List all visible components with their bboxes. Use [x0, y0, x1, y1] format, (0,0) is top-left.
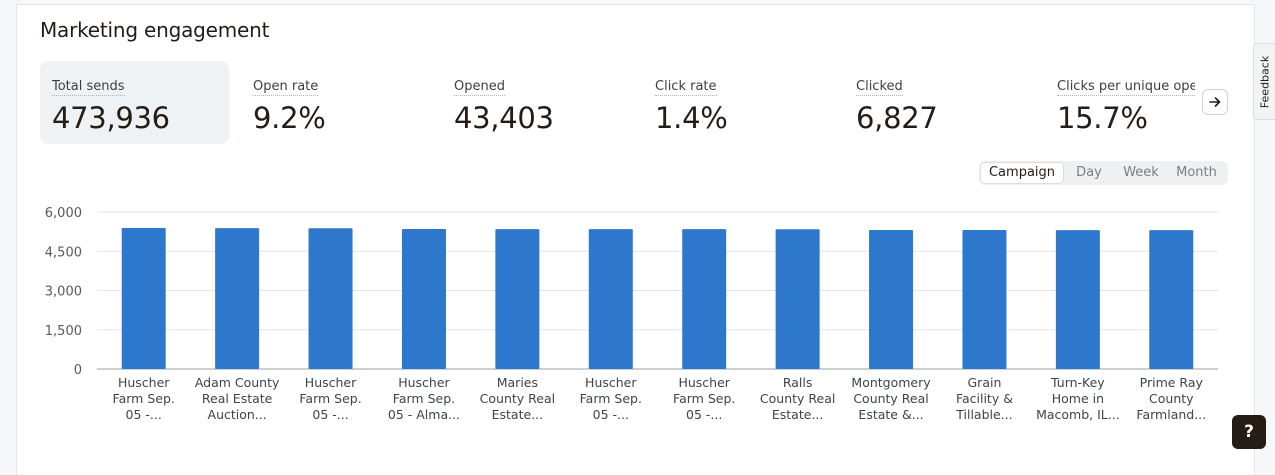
bar[interactable]	[775, 229, 820, 369]
section-title: Marketing engagement	[40, 18, 270, 42]
period-toggle: Campaign Day Week Month	[979, 161, 1228, 185]
metric-open-rate[interactable]: Open rate 9.2%	[241, 61, 430, 144]
engagement-bar-chart: 6,000 4,500 3,000 1,500 0 Huscher Farm Sep. 05 …	[45, 206, 1218, 422]
metric-value: 473,936	[52, 101, 170, 135]
x-tick-label: Ralls County Real Estate...	[760, 375, 835, 422]
y-tick-label: 6,000	[45, 206, 82, 221]
metric-label: Clicked	[856, 79, 903, 96]
y-tick-label: 4,500	[45, 245, 82, 260]
metric-value: 1.4%	[655, 101, 728, 135]
bar[interactable]	[588, 229, 633, 369]
metric-clicked[interactable]: Clicked 6,827	[844, 61, 1033, 144]
bar[interactable]	[401, 229, 446, 369]
metric-value: 43,403	[454, 101, 554, 135]
metric-label: Clicks per unique opens	[1057, 79, 1195, 96]
metric-clicks-per-unique-opens[interactable]: Clicks per unique opens 15.7%	[1045, 61, 1195, 144]
bar[interactable]	[121, 227, 166, 369]
x-tick-label: Huscher Farm Sep. 05 -...	[113, 375, 175, 422]
x-tick-label: Huscher Farm Sep. 05 -...	[580, 375, 642, 422]
metric-label: Open rate	[253, 79, 319, 96]
bar[interactable]	[1149, 230, 1194, 369]
period-month[interactable]: Month	[1176, 165, 1217, 180]
feedback-tab[interactable]: Feedback	[1253, 43, 1275, 120]
x-tick-label: Huscher Farm Sep. 05 -...	[299, 375, 361, 422]
feedback-label: Feedback	[1258, 55, 1271, 108]
bar[interactable]	[869, 230, 914, 369]
period-campaign[interactable]: Campaign	[981, 163, 1063, 183]
metric-label: Click rate	[655, 79, 717, 96]
x-tick-label: Huscher Farm Sep. 05 - Alma...	[388, 375, 460, 422]
help-icon: ?	[1244, 422, 1254, 442]
metric-value: 9.2%	[253, 101, 326, 135]
x-tick-label: Turn-Key Home in Macomb, IL...	[1036, 375, 1120, 422]
bar[interactable]	[495, 229, 540, 369]
next-metrics-button[interactable]	[1202, 89, 1228, 115]
metric-click-rate[interactable]: Click rate 1.4%	[643, 61, 832, 144]
x-tick-label: Montgomery County Real Estate &...	[851, 375, 931, 422]
period-week[interactable]: Week	[1123, 165, 1159, 180]
help-button[interactable]: ?	[1232, 415, 1266, 449]
metric-value: 15.7%	[1057, 101, 1148, 135]
period-day[interactable]: Day	[1076, 165, 1102, 180]
bar[interactable]	[682, 229, 727, 369]
metric-label: Total sends	[52, 79, 125, 96]
x-tick-label: Prime Ray County Farmland...	[1136, 375, 1206, 422]
x-tick-label: Maries County Real Estate...	[480, 375, 555, 422]
x-tick-label: Grain Facility & Tillable...	[955, 375, 1013, 422]
y-tick-label: 1,500	[45, 324, 82, 339]
bar[interactable]	[962, 230, 1007, 369]
arrow-right-icon	[1209, 97, 1221, 107]
metric-opened[interactable]: Opened 43,403	[442, 61, 631, 144]
bar[interactable]	[308, 228, 353, 369]
bar[interactable]	[215, 228, 260, 369]
y-tick-label: 3,000	[45, 285, 82, 300]
metric-total-sends[interactable]: Total sends 473,936	[40, 61, 229, 144]
x-tick-label: Adam County Real Estate Auction...	[195, 375, 280, 422]
metric-label: Opened	[454, 79, 505, 96]
bar[interactable]	[1055, 230, 1100, 369]
y-tick-label: 0	[74, 363, 82, 378]
metric-value: 6,827	[856, 101, 938, 135]
x-tick-label: Huscher Farm Sep. 05 -...	[673, 375, 735, 422]
